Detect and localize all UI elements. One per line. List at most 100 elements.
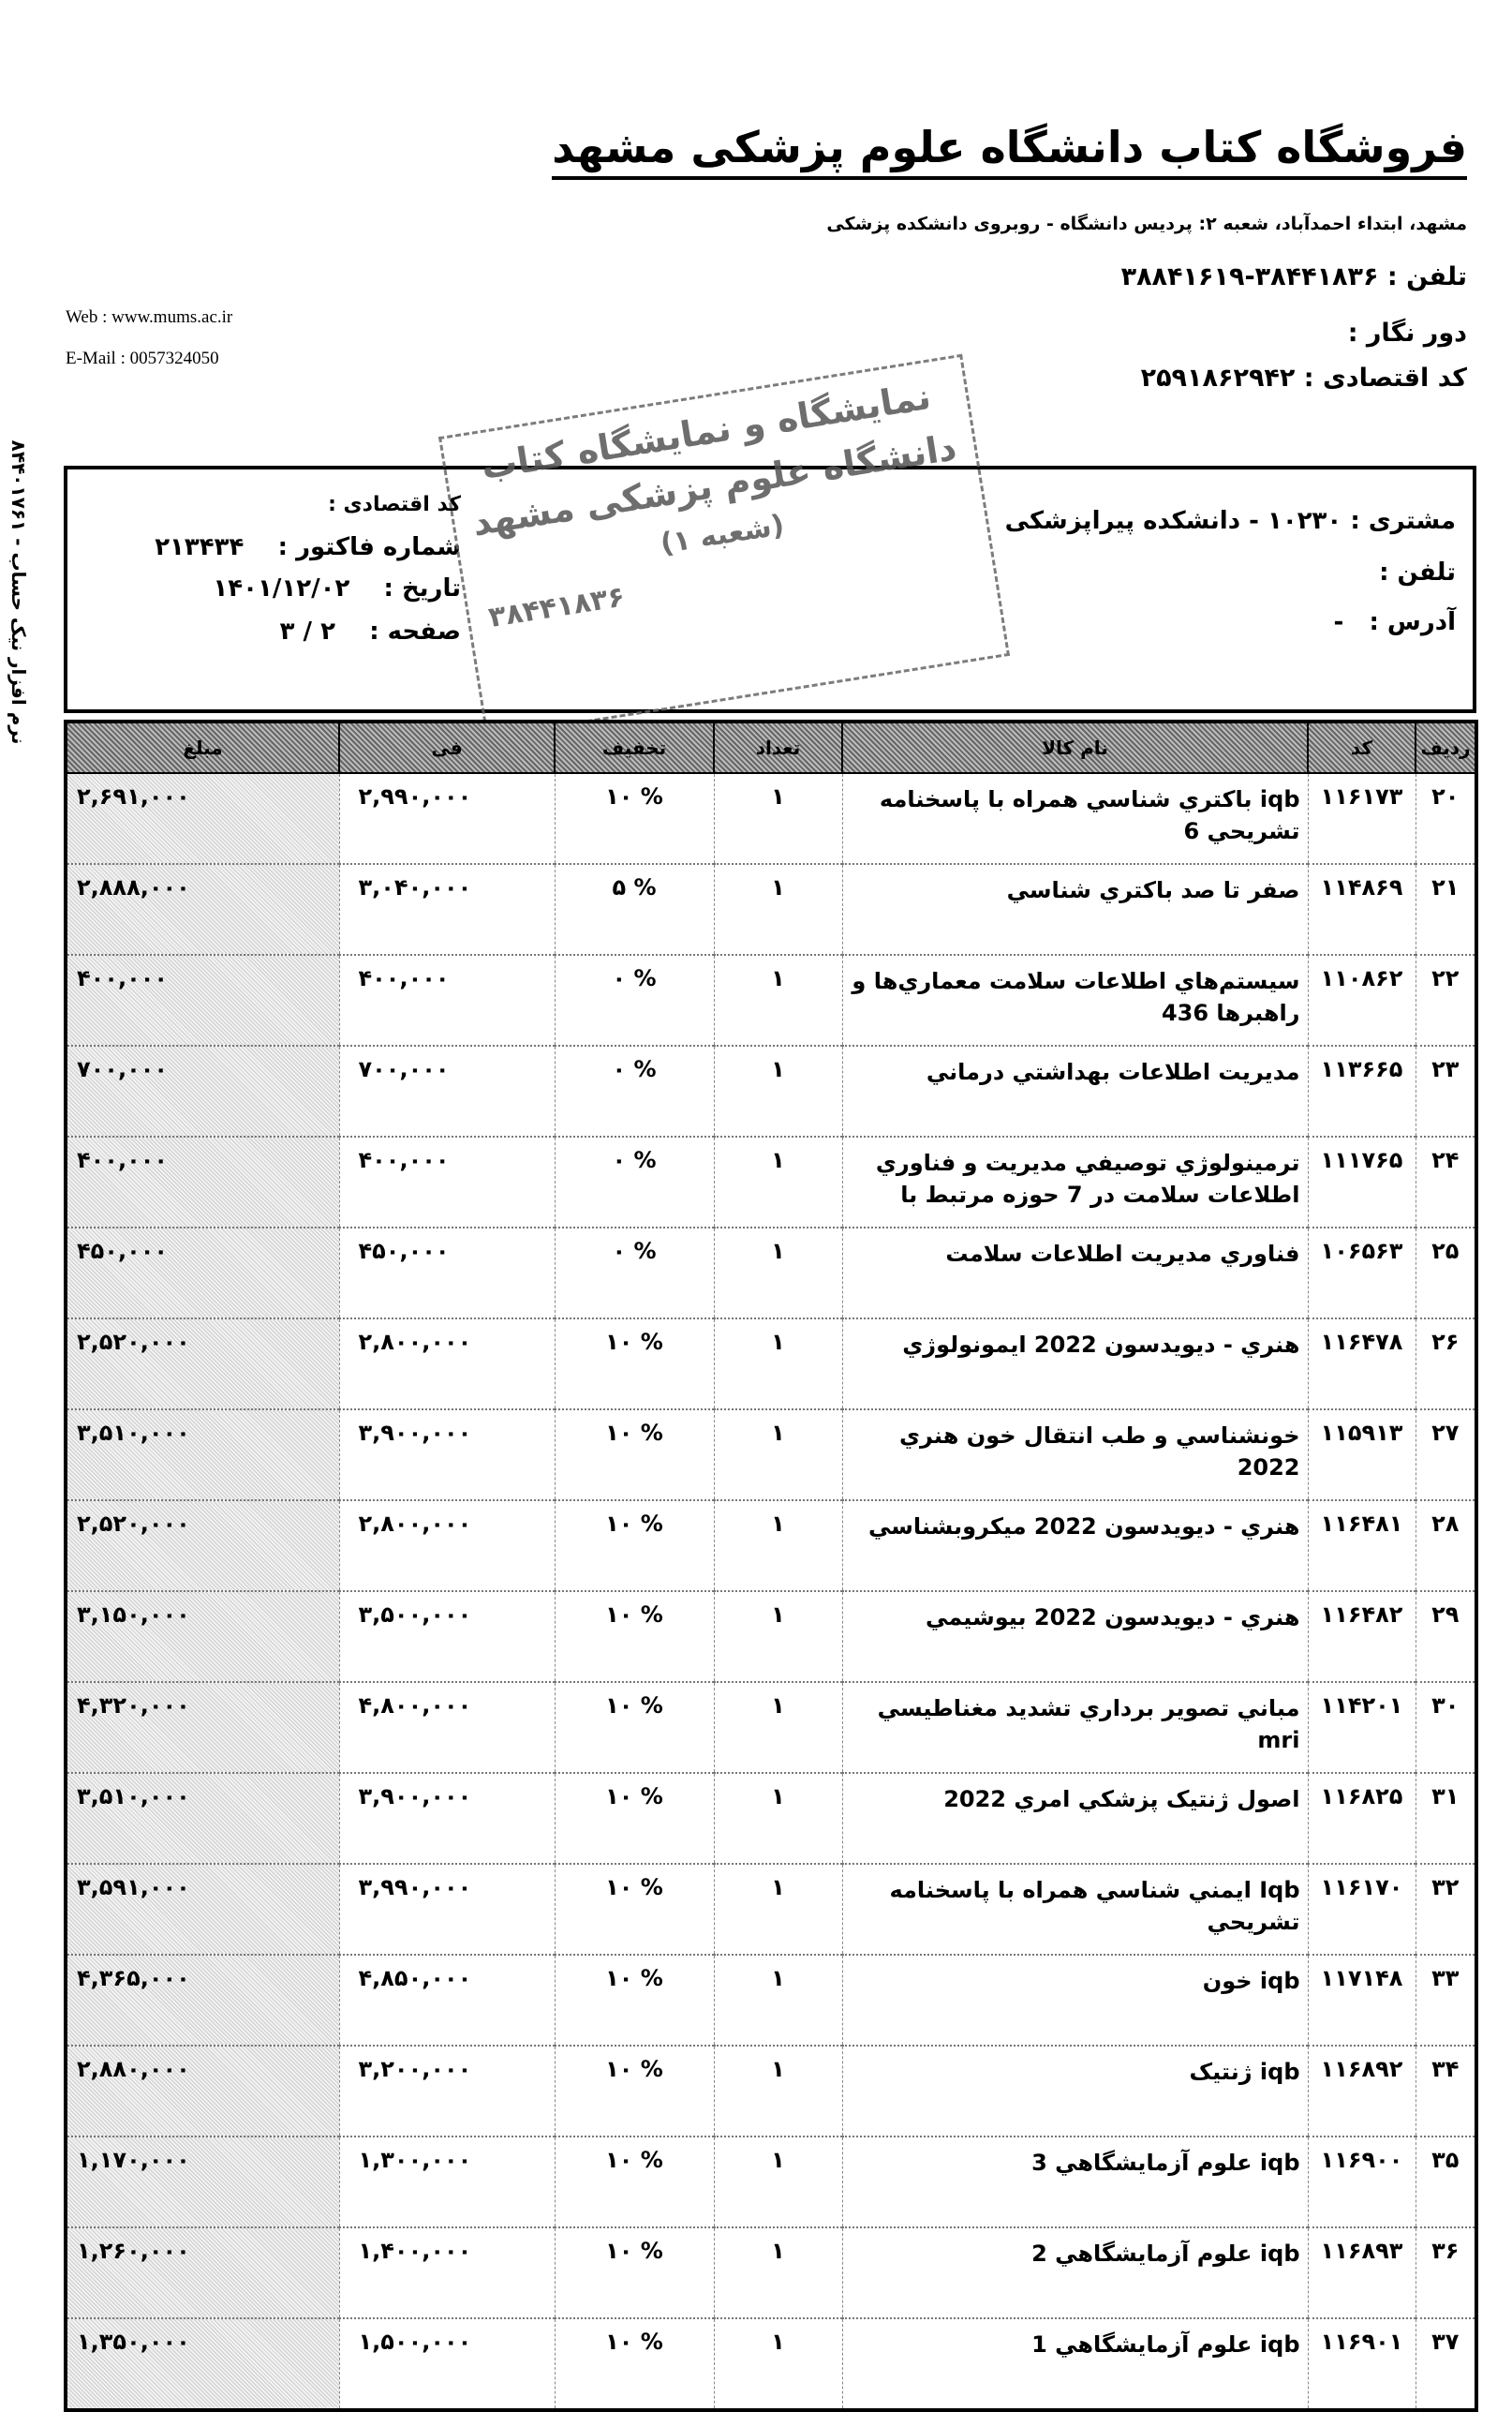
item-name: هنري - ديويدسون 2022 ميكروبشناسي xyxy=(841,1500,1308,1592)
table-row: ۲۶ ۱۱۶۴۷۸ هنري - ديويدسون 2022 ايمونولوژي ۱… xyxy=(65,1318,1476,1410)
item-code: ۱۱۶۹۰۱ xyxy=(1307,2318,1416,2411)
unit-price: ۲,۹۹۰,۰۰۰ xyxy=(338,773,555,865)
store-title: فروشگاه کتاب دانشگاه علوم پزشکی مشهد xyxy=(552,122,1467,180)
quantity: ۱ xyxy=(713,1591,842,1683)
unit-price: ۴۵۰,۰۰۰ xyxy=(338,1228,555,1319)
store-web: Web : www.mums.ac.ir xyxy=(66,307,233,327)
amount: ۲,۵۲۰,۰۰۰ xyxy=(65,1318,339,1410)
unit-price: ۳,۲۰۰,۰۰۰ xyxy=(338,2046,555,2137)
item-code: ۱۱۶۱۷۰ xyxy=(1307,1864,1416,1956)
store-email: E-Mail : 0057324050 xyxy=(66,349,219,368)
table-row: ۲۲ ۱۱۰۸۶۲ سيستم‌هاي اطلاعات سلامت معماري‌ه… xyxy=(65,955,1476,1047)
row-number: ۳۱ xyxy=(1415,1773,1476,1865)
amount: ۴۵۰,۰۰۰ xyxy=(65,1228,339,1319)
amount: ۱,۳۵۰,۰۰۰ xyxy=(65,2318,339,2411)
quantity: ۱ xyxy=(713,1046,842,1138)
row-number: ۲۲ xyxy=(1415,955,1476,1047)
table-row: ۳۷ ۱۱۶۹۰۱ iqb علوم آزمايشگاهي 1 ۱% ۱۰ ۱,۵۰۰,… xyxy=(65,2318,1476,2411)
discount: % ۱۰ xyxy=(554,773,714,865)
row-number: ۳۰ xyxy=(1415,1682,1476,1774)
item-name: خونشناسي و طب انتقال خون هنري 2022 xyxy=(841,1409,1308,1501)
table-row: ۲۸ ۱۱۶۴۸۱ هنري - ديويدسون 2022 ميكروبشناسي… xyxy=(65,1500,1476,1592)
discount: % ۰ xyxy=(554,955,714,1047)
amount: ۲,۶۹۱,۰۰۰ xyxy=(65,773,339,865)
unit-price: ۱,۵۰۰,۰۰۰ xyxy=(338,2318,555,2411)
discount: % ۱۰ xyxy=(554,1682,714,1774)
unit-price: ۴۰۰,۰۰۰ xyxy=(338,955,555,1047)
table-row: ۳۱ ۱۱۶۸۲۵ اصول ژنتيک پزشكي امري 2022 ۱% ۱۰ ۳… xyxy=(65,1773,1476,1865)
item-name: ترمينولوژي توصيفي مديريت و فناوري اطلاعا… xyxy=(841,1137,1308,1228)
unit-price: ۱,۴۰۰,۰۰۰ xyxy=(338,2227,555,2319)
amount: ۴,۳۶۵,۰۰۰ xyxy=(65,1955,339,2047)
row-number: ۲۱ xyxy=(1415,864,1476,956)
amount: ۲,۵۲۰,۰۰۰ xyxy=(65,1500,339,1592)
table-row: ۳۶ ۱۱۶۸۹۳ iqb علوم آزمايشگاهي 2 ۱% ۱۰ ۱,۴۰۰,… xyxy=(65,2227,1476,2319)
quantity: ۱ xyxy=(713,1773,842,1865)
amount: ۳,۵۱۰,۰۰۰ xyxy=(65,1773,339,1865)
unit-price: ۳,۵۰۰,۰۰۰ xyxy=(338,1591,555,1683)
item-name: iqb خون xyxy=(841,1955,1308,2047)
item-name: هنري - ديويدسون 2022 ايمونولوژي xyxy=(841,1318,1308,1410)
quantity: ۱ xyxy=(713,1228,842,1319)
amount: ۷۰۰,۰۰۰ xyxy=(65,1046,339,1138)
discount: % ۱۰ xyxy=(554,1955,714,2047)
item-name: مديريت اطلاعات بهداشتي درماني xyxy=(841,1046,1308,1138)
item-code: ۱۱۰۸۶۲ xyxy=(1307,955,1416,1047)
amount: ۱,۱۷۰,۰۰۰ xyxy=(65,2137,339,2228)
amount: ۳,۵۹۱,۰۰۰ xyxy=(65,1864,339,1956)
item-name: iqb علوم آزمايشگاهي 3 xyxy=(841,2137,1308,2228)
store-address: مشهد، ابتداء احمدآباد، شعبه ۲: پردیس دان… xyxy=(826,214,1467,234)
col-amount-header: مبلغ xyxy=(65,721,340,774)
row-number: ۲۴ xyxy=(1415,1137,1476,1228)
item-code: ۱۱۶۴۸۱ xyxy=(1307,1500,1416,1592)
customer-box: مشتری : ۱۰۲۳۰ - دانشکده پیراپزشکی تلفن :… xyxy=(64,466,1476,713)
table-row: ۳۰ ۱۱۴۲۰۱ مباني تصوير برداري تشديد مغناطيس… xyxy=(65,1682,1476,1774)
item-code: ۱۱۶۴۸۲ xyxy=(1307,1591,1416,1683)
table-row: ۲۷ ۱۱۵۹۱۳ خونشناسي و طب انتقال خون هنري 20… xyxy=(65,1409,1476,1501)
unit-price: ۳,۹۹۰,۰۰۰ xyxy=(338,1864,555,1956)
amount: ۳,۵۱۰,۰۰۰ xyxy=(65,1409,339,1501)
discount: % ۱۰ xyxy=(554,1864,714,1956)
row-number: ۲۸ xyxy=(1415,1500,1476,1592)
invoice-date: تاریخ : ۱۴۰۱/۱۲/۰۲ xyxy=(213,574,461,603)
row-number: ۳۶ xyxy=(1415,2227,1476,2319)
discount: % ۰ xyxy=(554,1228,714,1319)
unit-price: ۳,۹۰۰,۰۰۰ xyxy=(338,1773,555,1865)
discount: % ۱۰ xyxy=(554,1409,714,1501)
discount: % ۱۰ xyxy=(554,2046,714,2137)
discount: % ۱۰ xyxy=(554,2227,714,2319)
item-name: فناوري مديريت اطلاعات سلامت xyxy=(841,1228,1308,1319)
row-number: ۲۰ xyxy=(1415,773,1476,865)
col-quantity-header: تعداد xyxy=(713,721,843,774)
table-row: ۳۴ ۱۱۶۸۹۲ iqb ژنتيک ۱% ۱۰ ۳,۲۰۰,۰۰۰ ۲,۸۸۰,۰۰۰ xyxy=(65,2046,1476,2137)
table-row: ۲۰ ۱۱۶۱۷۳ iqb باكتري شناسي همراه با پاسخنا… xyxy=(65,773,1476,865)
item-name: هنري - ديويدسون 2022 بيوشيمي xyxy=(841,1591,1308,1683)
item-code: ۱۱۶۸۲۵ xyxy=(1307,1773,1416,1865)
store-fax: دور نگار : xyxy=(1347,319,1467,348)
item-code: ۱۱۶۱۷۳ xyxy=(1307,773,1416,865)
amount: ۴۰۰,۰۰۰ xyxy=(65,1137,339,1228)
quantity: ۱ xyxy=(713,1409,842,1501)
store-phone: تلفن : ۳۸۴۴۱۸۳۶-۳۸۸۴۱۶۱۹ xyxy=(1120,262,1467,291)
unit-price: ۱,۳۰۰,۰۰۰ xyxy=(338,2137,555,2228)
customer-econ-code: کد اقتصادی : xyxy=(328,493,461,516)
unit-price: ۳,۹۰۰,۰۰۰ xyxy=(338,1409,555,1501)
invoice-items-table: ردیف کد نام کالا تعداد تخفیف فی مبلغ ۲۰ ۱۱۶۱۷۳ i… xyxy=(64,720,1478,2412)
item-name: iqb باكتري شناسي همراه با پاسخنامه تشريح… xyxy=(841,773,1308,865)
discount: % ۱۰ xyxy=(554,1591,714,1683)
quantity: ۱ xyxy=(713,864,842,956)
col-discount-header: تخفیف xyxy=(554,721,715,774)
discount: % ۱۰ xyxy=(554,1318,714,1410)
store-econ-code: کد اقتصادی : ۲۵۹۱۸۶۲۹۴۲ xyxy=(1140,364,1467,393)
quantity: ۱ xyxy=(713,1318,842,1410)
software-side-note: نرم افزار نیک حساب - ۸۴۴۰۱۷۶۱ xyxy=(7,439,30,745)
amount: ۳,۱۵۰,۰۰۰ xyxy=(65,1591,339,1683)
item-name: صفر تا صد باكتري شناسي xyxy=(841,864,1308,956)
item-name: اصول ژنتيک پزشكي امري 2022 xyxy=(841,1773,1308,1865)
customer-phone: تلفن : xyxy=(1379,558,1456,587)
item-code: ۱۱۶۸۹۲ xyxy=(1307,2046,1416,2137)
table-row: ۳۵ ۱۱۶۹۰۰ iqb علوم آزمايشگاهي 3 ۱% ۱۰ ۱,۳۰۰,… xyxy=(65,2137,1476,2228)
quantity: ۱ xyxy=(713,2227,842,2319)
row-number: ۳۷ xyxy=(1415,2318,1476,2411)
unit-price: ۲,۸۰۰,۰۰۰ xyxy=(338,1500,555,1592)
